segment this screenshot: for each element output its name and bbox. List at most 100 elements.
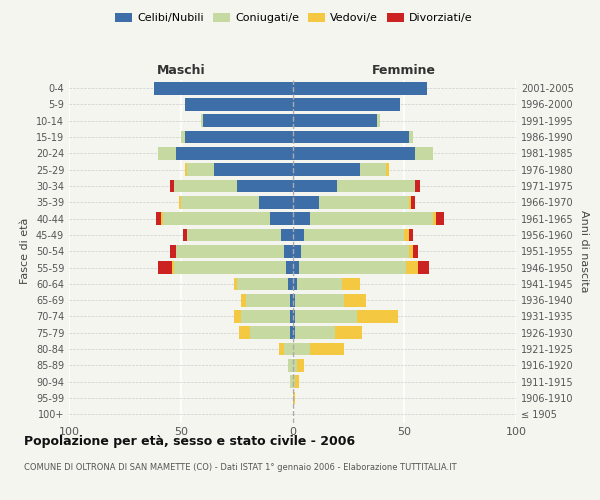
Bar (293, 261, 299, 274)
Bar (170, 180, 174, 192)
Bar (293, 147, 415, 160)
Bar (319, 196, 409, 208)
Bar (245, 294, 290, 306)
Bar (293, 228, 304, 241)
Bar (293, 326, 295, 339)
Bar (293, 164, 359, 176)
Bar (386, 164, 389, 176)
Bar (158, 147, 176, 160)
Bar (295, 294, 344, 306)
Bar (241, 294, 245, 306)
Text: Maschi: Maschi (157, 64, 205, 78)
Bar (290, 310, 293, 323)
Bar (418, 261, 429, 274)
Bar (415, 147, 433, 160)
Bar (290, 326, 293, 339)
Bar (295, 310, 358, 323)
Bar (409, 245, 413, 258)
Bar (183, 228, 187, 241)
Bar (181, 130, 185, 143)
Bar (176, 245, 284, 258)
Bar (293, 98, 400, 111)
Bar (293, 212, 310, 225)
Bar (185, 98, 293, 111)
Bar (433, 212, 436, 225)
Text: Femmine: Femmine (372, 64, 436, 78)
Bar (413, 245, 418, 258)
Bar (293, 130, 409, 143)
Bar (286, 261, 293, 274)
Bar (297, 359, 304, 372)
Bar (239, 326, 250, 339)
Bar (250, 326, 290, 339)
Bar (293, 294, 295, 306)
Bar (187, 164, 214, 176)
Bar (214, 164, 293, 176)
Bar (411, 196, 415, 208)
Bar (436, 212, 445, 225)
Bar (341, 278, 359, 290)
Bar (203, 114, 293, 127)
Bar (293, 114, 377, 127)
Bar (293, 196, 319, 208)
Bar (290, 294, 293, 306)
Bar (358, 310, 398, 323)
Bar (284, 342, 293, 355)
Text: Popolazione per età, sesso e stato civile - 2006: Popolazione per età, sesso e stato civil… (24, 435, 355, 448)
Bar (409, 130, 413, 143)
Bar (172, 261, 174, 274)
Bar (281, 228, 293, 241)
Bar (290, 376, 293, 388)
Bar (301, 245, 409, 258)
Bar (293, 359, 297, 372)
Bar (310, 212, 433, 225)
Y-axis label: Fasce di età: Fasce di età (20, 218, 30, 284)
Bar (293, 180, 337, 192)
Bar (185, 164, 187, 176)
Bar (163, 212, 270, 225)
Bar (377, 114, 380, 127)
Bar (293, 278, 297, 290)
Bar (185, 130, 293, 143)
Bar (293, 392, 295, 404)
Bar (174, 180, 236, 192)
Bar (201, 114, 203, 127)
Bar (236, 278, 288, 290)
Bar (293, 82, 427, 94)
Bar (409, 228, 413, 241)
Bar (288, 359, 293, 372)
Bar (154, 82, 293, 94)
Bar (359, 164, 386, 176)
Bar (174, 261, 286, 274)
Bar (235, 278, 236, 290)
Y-axis label: Anni di nascita: Anni di nascita (579, 210, 589, 292)
Bar (187, 228, 281, 241)
Bar (310, 342, 344, 355)
Bar (181, 196, 259, 208)
Bar (293, 342, 310, 355)
Bar (404, 228, 409, 241)
Bar (156, 212, 161, 225)
Bar (297, 278, 341, 290)
Legend: Celibi/Nubili, Coniugati/e, Vedovi/e, Divorziati/e: Celibi/Nubili, Coniugati/e, Vedovi/e, Di… (111, 8, 477, 28)
Bar (279, 342, 284, 355)
Bar (295, 376, 299, 388)
Bar (409, 196, 411, 208)
Bar (295, 326, 335, 339)
Bar (270, 212, 293, 225)
Bar (415, 180, 420, 192)
Bar (288, 278, 293, 290)
Text: COMUNE DI OLTRONA DI SAN MAMETTE (CO) - Dati ISTAT 1° gennaio 2006 - Elaborazion: COMUNE DI OLTRONA DI SAN MAMETTE (CO) - … (24, 462, 457, 471)
Bar (179, 196, 181, 208)
Bar (235, 310, 241, 323)
Bar (293, 245, 301, 258)
Bar (284, 245, 293, 258)
Bar (293, 310, 295, 323)
Bar (161, 212, 163, 225)
Bar (236, 180, 293, 192)
Bar (293, 376, 295, 388)
Bar (241, 310, 290, 323)
Bar (299, 261, 406, 274)
Bar (170, 245, 176, 258)
Bar (335, 326, 362, 339)
